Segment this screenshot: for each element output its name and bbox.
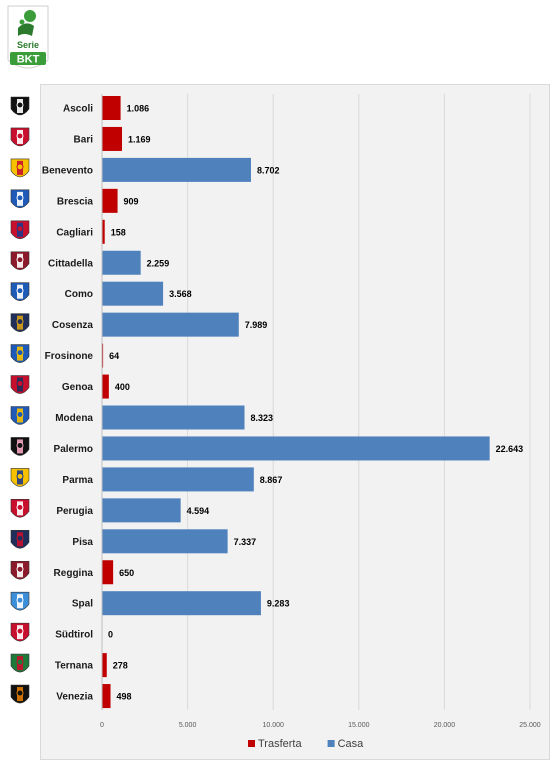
bar xyxy=(102,96,121,120)
palermo-crest-icon xyxy=(10,437,30,456)
x-tick-label: 10.000 xyxy=(262,722,284,729)
category-label: Benevento xyxy=(42,165,93,176)
legend-swatch xyxy=(327,740,335,747)
frosinone-crest-icon xyxy=(10,344,30,363)
bar xyxy=(102,560,114,585)
category-label: Venezia xyxy=(56,692,93,703)
category-label: Palermo xyxy=(54,444,93,455)
venezia-crest-icon xyxy=(10,684,30,704)
value-label: 7.989 xyxy=(245,320,268,330)
bar xyxy=(102,312,239,337)
value-label: 9.283 xyxy=(267,599,290,609)
benevento-crest-icon xyxy=(10,158,30,178)
cagliari-crest-icon xyxy=(10,220,30,240)
bar xyxy=(102,126,123,151)
bar xyxy=(102,529,228,554)
perugia-crest-icon xyxy=(10,499,30,518)
value-label: 22.643 xyxy=(496,444,524,454)
logo-brand-text: BKT xyxy=(17,54,40,66)
category-label: Ternana xyxy=(55,661,94,672)
brescia-crest-icon xyxy=(10,189,30,209)
value-label: 8.323 xyxy=(250,413,273,423)
category-label: Modena xyxy=(55,413,93,424)
bar xyxy=(102,467,254,492)
category-label: Reggina xyxy=(54,568,94,579)
bar xyxy=(102,188,118,213)
serie-bkt-logo: Serie BKT xyxy=(7,5,49,69)
value-label: 158 xyxy=(111,227,126,237)
category-label: Cagliari xyxy=(56,227,93,238)
legend-label: Trasferta xyxy=(258,738,302,750)
category-label: Bari xyxy=(74,134,94,145)
legend: Trasferta Casa xyxy=(248,738,364,750)
bar xyxy=(102,591,261,616)
x-tick-label: 0 xyxy=(100,722,104,729)
value-label: 1.086 xyxy=(127,104,150,114)
bar xyxy=(102,343,104,368)
team-crests-column xyxy=(10,96,30,704)
spal-crest-icon xyxy=(10,591,30,611)
como-crest-icon xyxy=(10,282,30,301)
value-label: 650 xyxy=(119,568,134,578)
pisa-crest-icon xyxy=(10,530,30,549)
category-label: Perugia xyxy=(56,506,93,517)
category-label: Südtirol xyxy=(55,630,93,641)
category-label: Frosinone xyxy=(45,351,94,362)
x-tick-label: 25.000 xyxy=(519,722,541,729)
x-tick-label: 5.000 xyxy=(179,722,197,729)
x-tick-label: 15.000 xyxy=(348,722,370,729)
genoa-crest-icon xyxy=(10,375,30,394)
value-label: 498 xyxy=(117,692,132,702)
bar xyxy=(102,653,107,678)
bar xyxy=(102,374,109,399)
category-label: Pisa xyxy=(72,537,93,548)
legend-swatch xyxy=(248,740,255,747)
bar xyxy=(102,498,181,523)
sudtirol-crest-icon xyxy=(10,622,30,642)
cittadella-crest-icon xyxy=(10,251,30,271)
category-label: Brescia xyxy=(57,196,94,207)
value-label: 400 xyxy=(115,382,130,392)
bari-crest-icon xyxy=(10,127,30,147)
category-label: Spal xyxy=(72,599,93,610)
bar xyxy=(102,684,111,709)
bar xyxy=(102,250,141,275)
value-label: 8.867 xyxy=(260,475,283,485)
bar xyxy=(102,219,105,244)
value-label: 4.594 xyxy=(187,506,210,516)
value-label: 7.337 xyxy=(234,537,257,547)
bar xyxy=(102,157,251,182)
value-label: 8.702 xyxy=(257,165,280,175)
category-label: Ascoli xyxy=(63,104,93,115)
x-tick-label: 20.000 xyxy=(434,722,456,729)
cosenza-crest-icon xyxy=(10,313,30,332)
reggina-crest-icon xyxy=(10,560,30,580)
category-label: Parma xyxy=(62,475,93,486)
value-label: 909 xyxy=(124,196,139,206)
legend-label: Casa xyxy=(338,738,365,750)
bar xyxy=(102,436,490,461)
bar xyxy=(102,281,164,306)
parma-crest-icon xyxy=(10,468,30,487)
value-label: 0 xyxy=(108,630,113,640)
bar xyxy=(102,405,245,430)
logo-serie-text: Serie xyxy=(17,40,39,50)
category-label: Genoa xyxy=(62,382,94,393)
ternana-crest-icon xyxy=(10,653,30,673)
category-label: Cosenza xyxy=(52,320,94,331)
value-label: 64 xyxy=(109,351,119,361)
value-label: 2.259 xyxy=(147,258,170,268)
value-label: 3.568 xyxy=(169,289,192,299)
category-label: Como xyxy=(65,289,93,300)
ascoli-crest-icon xyxy=(10,96,30,116)
value-label: 278 xyxy=(113,661,128,671)
modena-crest-icon xyxy=(10,406,30,425)
value-label: 1.169 xyxy=(128,134,151,144)
category-label: Cittadella xyxy=(48,258,93,269)
